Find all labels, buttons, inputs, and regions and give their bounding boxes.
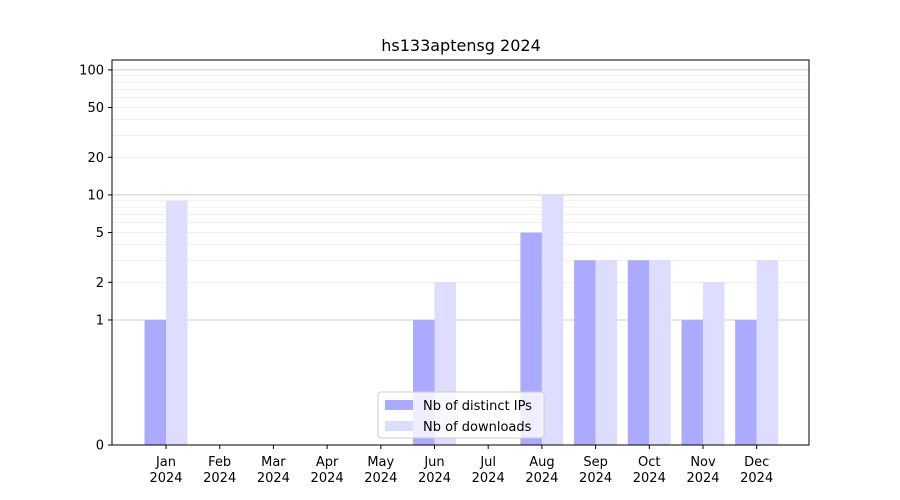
legend-swatch — [385, 400, 413, 410]
x-tick-label: Apr — [316, 455, 339, 470]
x-tick-label-year: 2024 — [418, 471, 451, 486]
bar-downloads — [649, 260, 671, 445]
x-tick-label: Feb — [208, 455, 231, 470]
bar-distinct-ips — [681, 319, 703, 445]
x-tick-label-year: 2024 — [203, 471, 236, 486]
y-tick-label: 100 — [79, 63, 104, 78]
x-tick-label: Mar — [261, 455, 286, 470]
y-axis: 0 1 2 5 10 20 50 100 — [79, 63, 112, 454]
x-tick-label-year: 2024 — [364, 471, 397, 486]
y-tick-label: 50 — [87, 101, 104, 116]
x-tick-label-year: 2024 — [740, 471, 773, 486]
bar-distinct-ips — [574, 260, 596, 445]
y-tick-label: 2 — [96, 276, 104, 291]
x-tick-label-year: 2024 — [633, 471, 666, 486]
grid — [112, 69, 809, 321]
legend-label: Nb of distinct IPs — [423, 399, 532, 414]
bar-distinct-ips — [144, 319, 166, 445]
bar-downloads — [595, 260, 618, 445]
x-tick-label: Sep — [583, 455, 608, 470]
x-tick-label-year: 2024 — [472, 471, 505, 486]
bar-downloads — [541, 194, 564, 445]
legend: Nb of distinct IPs Nb of downloads — [377, 391, 545, 439]
y-tick-label: 20 — [87, 151, 104, 166]
legend-label: Nb of downloads — [423, 420, 532, 435]
x-tick-label: Dec — [744, 455, 769, 470]
bar-downloads — [166, 200, 188, 445]
x-tick-label-year: 2024 — [686, 471, 719, 486]
bar-distinct-ips — [627, 260, 650, 445]
x-tick-label-year: 2024 — [579, 471, 612, 486]
bar-downloads — [703, 282, 725, 445]
x-tick-label-year: 2024 — [525, 471, 558, 486]
legend-swatch — [385, 421, 413, 431]
bar-distinct-ips — [735, 319, 757, 445]
x-tick-label: May — [367, 455, 394, 470]
legend-box — [377, 391, 545, 439]
y-tick-label: 0 — [96, 439, 104, 454]
y-tick-label: 5 — [96, 226, 104, 241]
plot-frame — [111, 59, 810, 446]
chart-title: hs133aptensg 2024 — [381, 36, 541, 55]
y-tick-label: 10 — [87, 188, 104, 203]
x-tick-label: Jan — [155, 455, 176, 470]
y-tick-label: 1 — [96, 313, 104, 328]
x-tick-label: Oct — [638, 455, 660, 470]
x-tick-label: Nov — [690, 455, 716, 470]
x-tick-label: Jun — [423, 455, 444, 470]
x-tick-label-year: 2024 — [311, 471, 344, 486]
x-axis: Jan2024Feb2024Mar2024Apr2024May2024Jun20… — [149, 445, 773, 486]
x-tick-label-year: 2024 — [257, 471, 290, 486]
bar-downloads — [756, 260, 779, 445]
x-tick-label: Jul — [479, 455, 496, 470]
x-tick-label-year: 2024 — [149, 471, 182, 486]
x-tick-label: Aug — [529, 455, 554, 470]
